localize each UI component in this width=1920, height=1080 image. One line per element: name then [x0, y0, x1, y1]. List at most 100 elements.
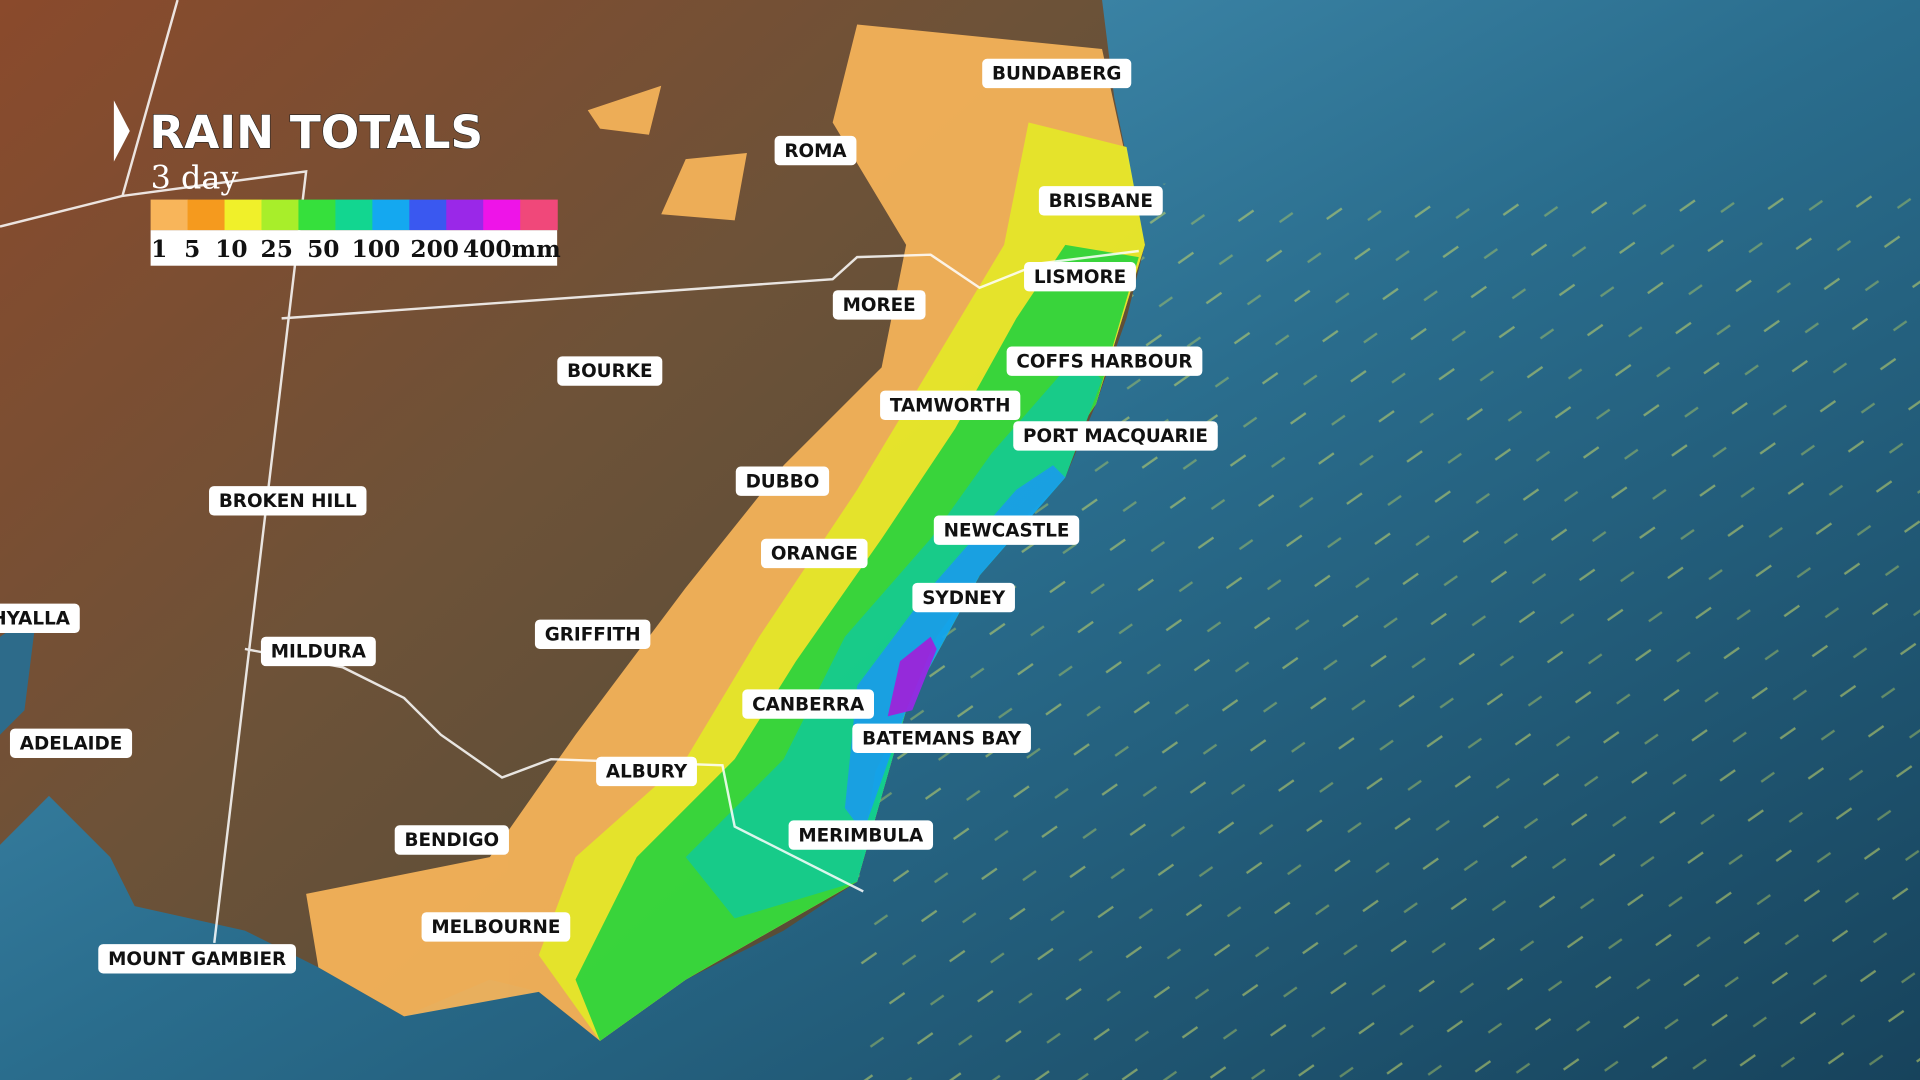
place-label-bg: [209, 486, 367, 516]
place-label: MELBOURNE: [421, 912, 571, 942]
place-label: SYDNEY: [912, 582, 1015, 613]
place-label-bg: [534, 619, 651, 649]
place-label-bg: [394, 825, 509, 855]
place-name: COFFS HARBOUR: [1016, 351, 1192, 372]
place-name: LISMORE: [1034, 267, 1126, 288]
place-name: ADELAIDE: [20, 733, 123, 754]
place-label-bg: [1006, 346, 1203, 376]
legend-label: 25: [261, 236, 293, 263]
place-name: MERIMBULA: [798, 825, 924, 846]
place-label: NEWCASTLE: [933, 515, 1080, 545]
place-label-bg: [880, 390, 1021, 420]
legend-swatches: [150, 199, 558, 231]
legend-label: 50: [307, 236, 339, 263]
place-label-bg: [1038, 186, 1163, 216]
place-name: GRIFFITH: [545, 625, 641, 646]
place-label: MILDURA: [260, 636, 376, 667]
place-label-bg: [912, 582, 1015, 613]
place-label: BENDIGO: [394, 825, 509, 855]
place-label-bg: [596, 756, 697, 787]
place-name: BATEMANS BAY: [862, 729, 1022, 750]
rain-band: [587, 85, 747, 221]
place-name: BROKEN HILL: [219, 491, 357, 512]
place-label: ROMA: [774, 135, 857, 166]
legend-label: 5: [184, 236, 200, 263]
place-label-bg: [260, 636, 376, 667]
place-name: ROMA: [784, 141, 847, 162]
legend-swatch: [409, 199, 447, 231]
place-label: BUNDABERG: [982, 58, 1132, 89]
legend-swatch: [187, 199, 226, 231]
place-label-bg: [0, 603, 80, 634]
rain-band: [844, 465, 1066, 833]
place-label: CANBERRA: [742, 689, 874, 719]
legend-label: 100: [352, 236, 401, 263]
place-name: NEWCASTLE: [944, 520, 1070, 541]
legend-swatch: [520, 199, 558, 231]
rain-band: [887, 636, 937, 717]
place-label: PORT MACQUARIE: [1013, 421, 1218, 451]
title-chevron: [113, 100, 130, 162]
place-label: BROKEN HILL: [209, 486, 367, 516]
place-label-bg: [421, 912, 571, 942]
place-label-bg: [832, 290, 926, 320]
place-label-bg: [788, 820, 934, 850]
place-label: DUBBO: [735, 466, 830, 496]
place-label: TAMWORTH: [880, 390, 1021, 420]
place-label: GRIFFITH: [534, 619, 651, 649]
place-label-bg: [982, 58, 1132, 89]
place-name: MOUNT GAMBIER: [108, 949, 286, 970]
legend-swatch: [150, 199, 189, 231]
place-label-bg: [98, 944, 297, 974]
place-name: TAMWORTH: [890, 396, 1011, 417]
legend-swatch: [446, 199, 484, 231]
place-label: MOREE: [832, 290, 926, 320]
place-name: BUNDABERG: [992, 64, 1121, 85]
subtitle: 3 day: [151, 159, 239, 197]
rain-band: [306, 24, 1145, 1041]
place-label-bg: [1013, 421, 1218, 451]
legend-label: 400mm: [463, 236, 561, 263]
place-name: BRISBANE: [1049, 191, 1153, 212]
place-name: BENDIGO: [405, 830, 500, 851]
place-name: BOURKE: [567, 361, 652, 382]
place-name: DUBBO: [746, 471, 820, 492]
place-label: ORANGE: [761, 538, 868, 569]
place-label: COFFS HARBOUR: [1006, 346, 1203, 376]
place-name: MILDURA: [271, 642, 367, 663]
place-name: PORT MACQUARIE: [1023, 426, 1208, 447]
place-label: MERIMBULA: [788, 820, 934, 850]
rain-field: [306, 24, 1145, 1041]
place-label-bg: [742, 689, 874, 719]
place-label-bg: [774, 135, 857, 166]
legend-labels: 1 5 10 25 50 100 200 400mm: [151, 236, 561, 263]
place-label: MOUNT GAMBIER: [98, 944, 297, 974]
gulf: [0, 612, 37, 735]
legend-swatch: [483, 199, 521, 231]
place-name: SYDNEY: [922, 588, 1006, 609]
place-label-bg: [557, 356, 663, 386]
place-label-bg: [1024, 262, 1136, 292]
legend-swatch: [224, 199, 263, 231]
place-label: BATEMANS BAY: [852, 723, 1031, 754]
legend-label: 10: [215, 236, 247, 263]
place-label-bg: [761, 538, 868, 569]
legend-label: 200: [410, 236, 459, 263]
title: RAIN TOTALS: [149, 106, 483, 159]
place-label: BRISBANE: [1038, 186, 1163, 216]
legend-swatch: [261, 199, 300, 231]
place-label-bg: [852, 723, 1031, 754]
place-label-bg: [9, 728, 133, 758]
place-name: MOREE: [843, 295, 916, 316]
place-name: HYALLA: [0, 609, 71, 630]
legend: RAIN TOTALS 3 day 1 5 10 25 50 100 200 400mm: [113, 100, 561, 266]
legend-swatch: [335, 199, 373, 231]
legend-label-bg: [150, 230, 558, 266]
place-name: MELBOURNE: [431, 917, 560, 938]
place-name: ALBURY: [606, 762, 688, 783]
place-label: BOURKE: [557, 356, 663, 386]
place-name: ORANGE: [771, 544, 858, 565]
place-labels: BUNDABERG ROMA BRISBANE LISMORE MOREE COFFS H…: [0, 58, 1218, 974]
place-name: CANBERRA: [752, 694, 865, 715]
